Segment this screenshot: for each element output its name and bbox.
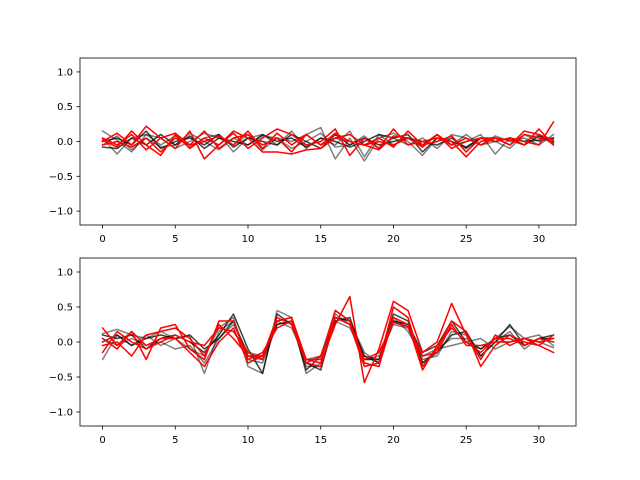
- x-tick-label: 5: [172, 234, 178, 245]
- x-tick-label: 10: [242, 435, 255, 446]
- x-tick-label: 5: [172, 435, 178, 446]
- series-group: [101, 295, 555, 384]
- series-line-8: [101, 120, 555, 153]
- x-tick-label: 15: [314, 435, 327, 446]
- x-tick-label: 15: [314, 234, 327, 245]
- subplot-1: 0 5 10 15 20 25 30 −1.0 −0.5 0.0 0.5 1.0: [49, 57, 577, 245]
- x-tick-label: 0: [99, 435, 105, 446]
- y-tick-label: 1.0: [57, 268, 73, 279]
- y-tick-label: 0.5: [57, 303, 73, 314]
- series-line-9: [101, 130, 555, 157]
- y-tick-label: 1.0: [57, 67, 73, 78]
- x-tick-label: 30: [533, 234, 546, 245]
- y-tick-label: −0.5: [49, 373, 73, 384]
- series-line-7: [101, 128, 555, 153]
- y-tick-label: 0.0: [57, 137, 73, 148]
- series-line-9: [101, 316, 555, 368]
- x-tick-label: 0: [99, 234, 105, 245]
- x-tick-label: 10: [242, 234, 255, 245]
- x-tick-label: 25: [460, 435, 473, 446]
- series-group: [101, 120, 555, 162]
- series-line-7: [101, 306, 555, 368]
- y-tick-label: −1.0: [49, 408, 73, 419]
- y-tick-label: 0.5: [57, 102, 73, 113]
- y-tick-label: −1.0: [49, 207, 73, 218]
- y-tick-label: 0.0: [57, 338, 73, 349]
- x-tick-label: 30: [533, 435, 546, 446]
- subplot-2: 0 5 10 15 20 25 30 −1.0 −0.5 0.0 0.5 1.0: [49, 257, 577, 446]
- x-tick-label: 20: [387, 234, 400, 245]
- y-tick-label: −0.5: [49, 172, 73, 183]
- x-tick-label: 20: [387, 435, 400, 446]
- x-tick-label: 25: [460, 234, 473, 245]
